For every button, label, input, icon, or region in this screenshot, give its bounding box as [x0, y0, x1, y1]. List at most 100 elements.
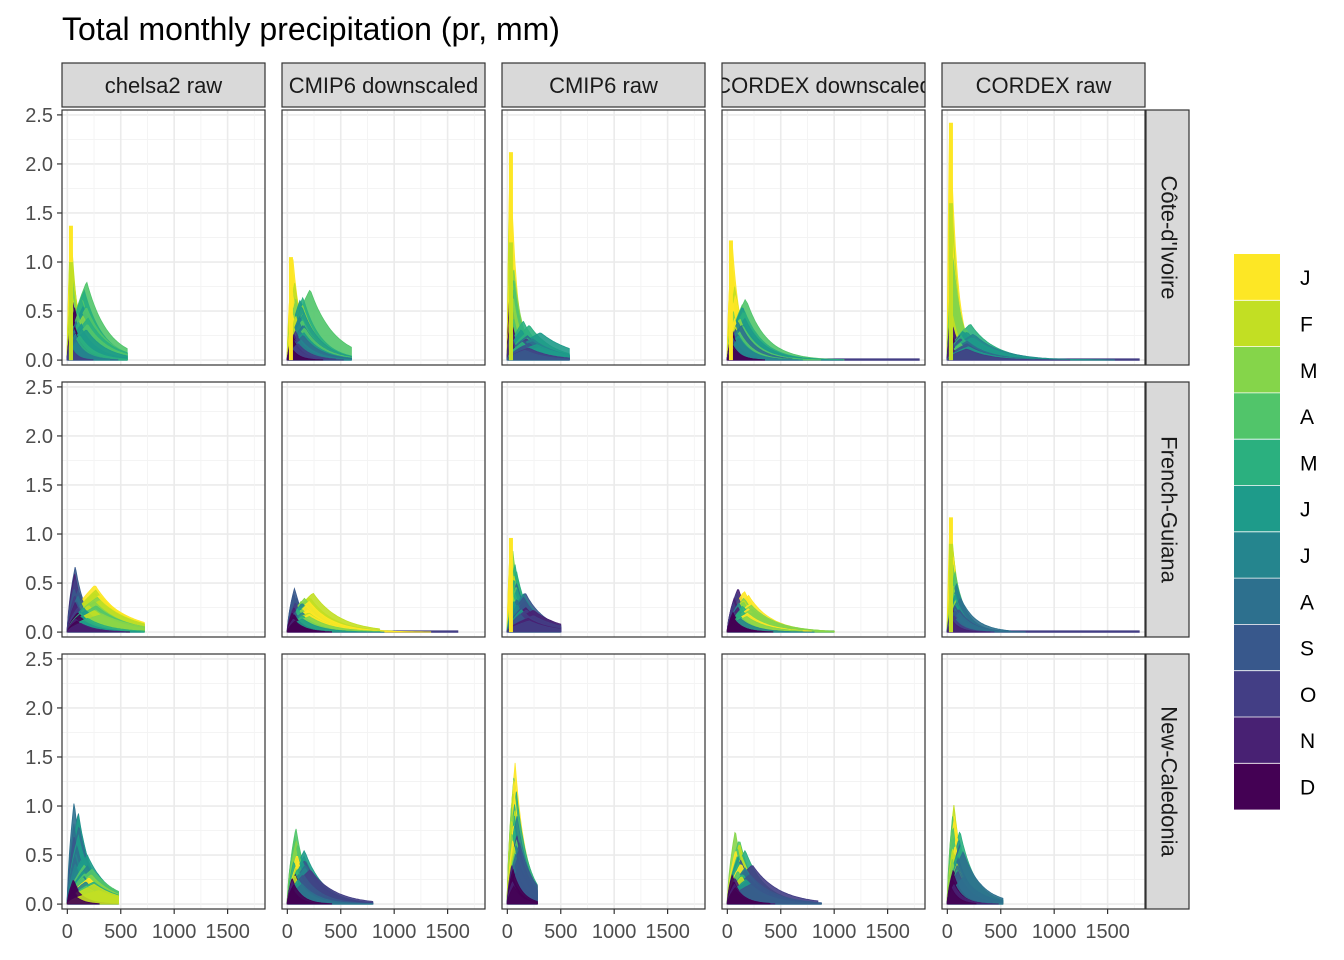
x-tick-label: 1000: [592, 921, 637, 943]
density-spike: [288, 257, 293, 361]
column-strip-label: CORDEX downscaled: [715, 73, 931, 98]
legend-swatch: [1234, 485, 1280, 532]
y-tick-label: 1.0: [25, 524, 53, 546]
panel-border: [281, 109, 486, 366]
legend-label: M: [1300, 360, 1318, 383]
x-tick-label: 1000: [812, 921, 857, 943]
panel-border: [61, 109, 266, 366]
grid: [502, 654, 705, 909]
panel-border: [941, 653, 1146, 910]
x-tick-label: 1500: [205, 921, 250, 943]
y-tick-label: 0.5: [25, 301, 53, 323]
y-tick-label: 0.0: [25, 622, 53, 644]
x-tick-label: 1000: [372, 921, 417, 943]
density-curve: [286, 618, 385, 633]
x-tick-label: 500: [324, 921, 357, 943]
density-curve: [506, 885, 538, 905]
facet-panel: 0.0 0.5 1.0 1.5 2.0 2.5: [25, 377, 266, 644]
legend-label: A: [1300, 406, 1314, 429]
x-tick-label: 500: [984, 921, 1017, 943]
density-curve: [286, 890, 330, 905]
density-marks: [726, 589, 835, 633]
panel-border: [501, 381, 706, 638]
x-tick-label: 0: [942, 921, 953, 943]
density-curve: [946, 348, 1071, 361]
legend-item: J: [1234, 485, 1311, 532]
y-tick-label: 1.5: [25, 747, 53, 769]
y-tick-label: 1.0: [25, 252, 53, 274]
density-spike: [948, 203, 953, 361]
legend-swatch: [1234, 624, 1280, 671]
density-marks: [506, 152, 570, 361]
x-tick-label: 1500: [865, 921, 910, 943]
density-spike: [728, 240, 733, 361]
y-tick-label: 0.0: [25, 350, 53, 372]
density-curve: [726, 618, 815, 633]
legend-label: F: [1300, 313, 1313, 336]
density-marks: [286, 828, 374, 905]
facet-panel: [941, 109, 1146, 366]
grid: [942, 110, 1145, 365]
legend-item: D: [1234, 763, 1315, 810]
density-curve: [506, 620, 562, 633]
density-curve: [726, 883, 822, 905]
panel-border: [281, 653, 486, 910]
density-marks: [726, 831, 822, 905]
facet-panel: 0 500 1000 1500: [721, 653, 926, 943]
row-strip: French-Guiana: [1145, 381, 1190, 638]
panel-border: [721, 381, 926, 638]
legend-item: A: [1234, 578, 1314, 625]
legend-item: N: [1234, 717, 1315, 764]
chart-title: Total monthly precipitation (pr, mm): [62, 11, 560, 47]
density-curve: [286, 883, 374, 905]
density-curve: [946, 620, 991, 633]
row-strip: Côte-d'Ivoire: [1145, 109, 1190, 366]
density-marks: [66, 567, 145, 633]
grid: [722, 110, 925, 365]
y-tick-label: 1.5: [25, 475, 53, 497]
density-curve: [506, 349, 570, 361]
legend-swatch: [1234, 392, 1280, 440]
density-curve: [946, 887, 977, 905]
legend-item: F: [1234, 300, 1313, 347]
grid: [942, 654, 1145, 909]
y-tick-label: 0.0: [25, 894, 53, 916]
density-marks: [66, 225, 128, 361]
panel-border: [281, 381, 486, 638]
grid: [502, 382, 705, 637]
legend-item: A: [1234, 392, 1314, 440]
legend-swatch: [1234, 531, 1280, 579]
x-tick-label: 1000: [152, 921, 197, 943]
y-tick-label: 1.0: [25, 796, 53, 818]
legend-item: J: [1234, 254, 1311, 301]
facet-panel: 0.0 0.5 1.0 1.5 2.0 2.5: [25, 105, 266, 372]
column-strip-label: CMIP6 downscaled: [289, 73, 479, 98]
column-strip-label: chelsa2 raw: [105, 73, 223, 98]
legend-swatch: [1234, 717, 1280, 764]
density-marks: [286, 257, 352, 361]
column-strip: CMIP6 downscaled: [281, 62, 486, 108]
legend-label: O: [1300, 684, 1316, 707]
density-marks: [946, 122, 1140, 361]
legend-label: A: [1300, 591, 1314, 614]
panel-border: [61, 653, 266, 910]
column-strip: CMIP6 raw: [501, 62, 706, 108]
grid: [62, 654, 265, 909]
legend-label: D: [1300, 776, 1315, 799]
facet-panel: [721, 109, 926, 366]
panel-border: [721, 653, 926, 910]
column-strip-label: CMIP6 raw: [549, 73, 658, 98]
legend-swatch: [1234, 763, 1280, 810]
grid: [62, 382, 265, 637]
row-strip: New-Caledonia: [1145, 653, 1190, 910]
y-tick-label: 2.0: [25, 698, 53, 720]
legend-swatch: [1234, 300, 1280, 347]
y-tick-label: 2.0: [25, 154, 53, 176]
legend-label: N: [1300, 730, 1315, 753]
y-tick-label: 1.5: [25, 203, 53, 225]
legend-item: O: [1234, 670, 1316, 717]
panel-border: [501, 109, 706, 366]
facet-panel: [281, 109, 486, 366]
